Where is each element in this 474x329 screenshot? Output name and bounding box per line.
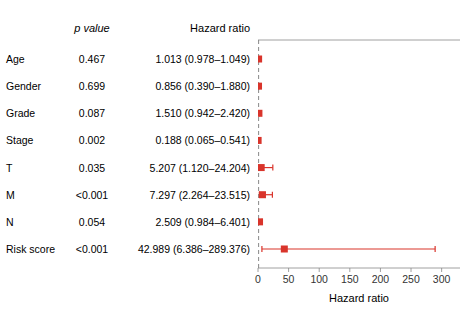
- hazard-ratio-marker: [281, 246, 288, 253]
- hazard-ratio-marker: [258, 110, 262, 117]
- x-axis-label: Hazard ratio: [329, 292, 389, 304]
- forest-plot: 0 50 100 150 200 250 300 Hazard ratio p value Haz…: [0, 0, 474, 329]
- p-value-label: 0.054: [79, 216, 105, 228]
- chart-container: 0 50 100 150 200 250 300 Hazard ratio p value Haz…: [0, 0, 474, 329]
- x-tick-label: 200: [372, 273, 390, 285]
- hazard-ratio-label: 5.207 (1.120–24.204): [150, 162, 250, 174]
- x-tick: [258, 268, 259, 272]
- reference-line: [258, 40, 259, 268]
- p-value-label: 0.699: [79, 80, 105, 92]
- hazard-ratio-label: 1.013 (0.978–1.049): [155, 53, 250, 65]
- variable-label: M: [6, 189, 15, 201]
- hazard-ratio-marker: [258, 137, 262, 144]
- p-value-label: 0.035: [79, 162, 105, 174]
- error-bar: [262, 246, 435, 252]
- variable-label: N: [6, 216, 14, 228]
- x-tick-label: 300: [433, 273, 451, 285]
- hazard-ratio-marker: [258, 164, 265, 171]
- hazard-ratio-label: 7.297 (2.264–23.515): [150, 189, 250, 201]
- x-tick: [349, 268, 350, 272]
- plot-marks: [258, 40, 435, 268]
- variable-label: Age: [6, 53, 25, 65]
- x-tick: [411, 268, 412, 272]
- variable-label: T: [6, 162, 13, 174]
- variable-label: Stage: [6, 134, 34, 146]
- top-rule: [258, 40, 460, 41]
- hazard-ratio-marker: [258, 83, 262, 90]
- x-tick-label: 50: [283, 273, 295, 285]
- hazard-ratio-label: 0.856 (0.390–1.880): [155, 80, 250, 92]
- p-value-label: 0.002: [79, 134, 105, 146]
- error-bar: [259, 165, 273, 171]
- x-tick-label: 100: [310, 273, 328, 285]
- hazard-ratio-marker: [258, 218, 263, 225]
- hazard-ratio-marker: [259, 191, 266, 198]
- p-value-label: 0.087: [79, 107, 105, 119]
- ci-line: [262, 248, 435, 249]
- x-tick: [380, 268, 381, 272]
- p-value-label: <0.001: [76, 189, 109, 201]
- ci-cap-low: [261, 246, 262, 252]
- hazard-ratio-label: 0.188 (0.065–0.541): [155, 134, 250, 146]
- hazard-ratio-label: 2.509 (0.984–6.401): [155, 216, 250, 228]
- p-value-label: 0.467: [79, 53, 105, 65]
- x-tick-label: 250: [402, 273, 420, 285]
- hazard-ratio-header: Hazard ratio: [190, 22, 250, 34]
- hazard-ratio-label: 42.989 (6.386–289.376): [138, 243, 250, 255]
- hazard-ratio-marker: [258, 56, 262, 63]
- x-tick: [319, 268, 320, 272]
- ci-cap-high: [435, 246, 436, 252]
- hazard-ratio-label: 1.510 (0.942–2.420): [155, 107, 250, 119]
- p-value-header: p value: [73, 22, 109, 34]
- x-tick-label: 150: [341, 273, 359, 285]
- p-value-label: <0.001: [76, 243, 109, 255]
- variable-label: Gender: [6, 80, 42, 92]
- error-bar: [259, 192, 272, 198]
- variable-label: Risk score: [6, 243, 55, 255]
- ci-cap-high: [272, 192, 273, 198]
- ci-cap-high: [272, 165, 273, 171]
- x-tick: [441, 268, 442, 272]
- x-tick: [288, 268, 289, 272]
- variable-label: Grade: [6, 107, 35, 119]
- x-tick-label: 0: [255, 273, 261, 285]
